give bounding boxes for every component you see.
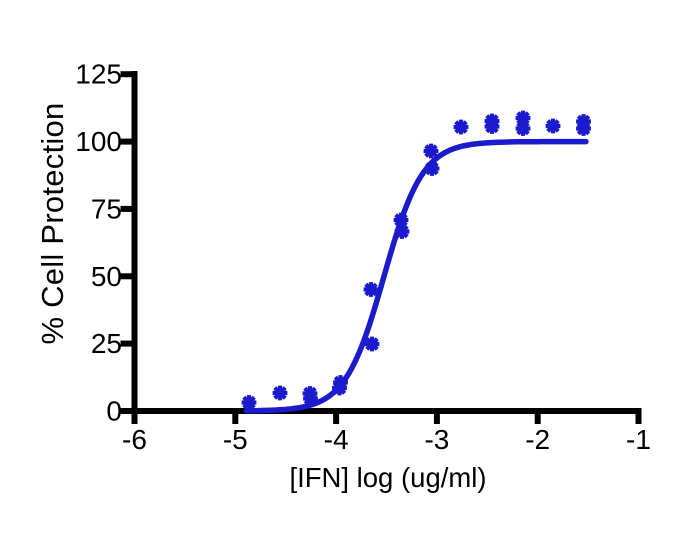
svg-text:125: 125 xyxy=(75,59,122,90)
svg-text:-6: -6 xyxy=(122,424,147,455)
svg-text:25: 25 xyxy=(91,328,122,359)
svg-text:-1: -1 xyxy=(626,424,651,455)
svg-text:0: 0 xyxy=(106,396,122,427)
svg-text:-2: -2 xyxy=(525,424,550,455)
svg-text:% Cell Protection: % Cell Protection xyxy=(35,102,70,344)
svg-text:50: 50 xyxy=(91,261,122,292)
svg-text:100: 100 xyxy=(75,126,122,157)
svg-text:-4: -4 xyxy=(324,424,349,455)
svg-text:[IFN] log (ug/ml): [IFN] log (ug/ml) xyxy=(289,462,486,493)
svg-text:-3: -3 xyxy=(424,424,449,455)
svg-text:75: 75 xyxy=(91,193,122,224)
svg-text:-5: -5 xyxy=(223,424,248,455)
